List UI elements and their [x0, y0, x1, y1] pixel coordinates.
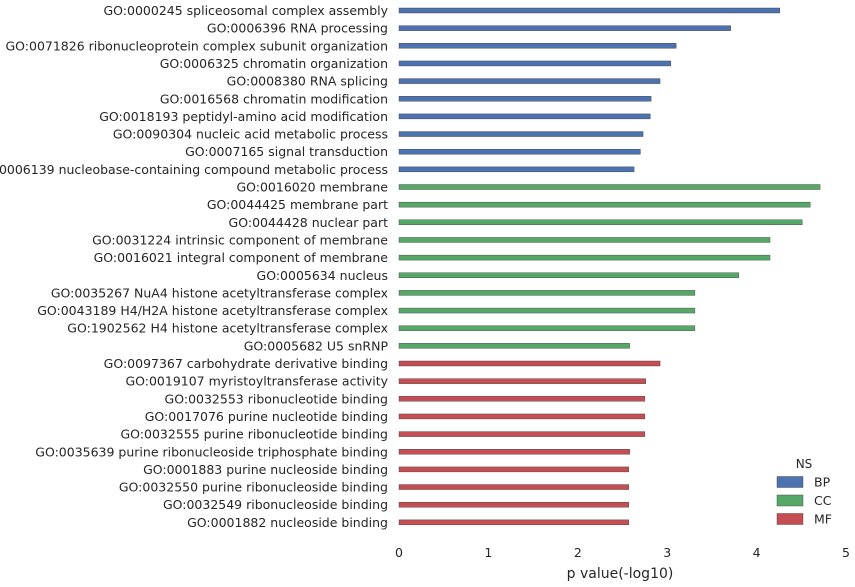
bar-bp — [398, 60, 671, 67]
bar-bp — [398, 78, 661, 84]
bar-bp — [398, 7, 781, 14]
bar-bp — [398, 113, 651, 120]
x-axis-ticks: 0 1 2 3 4 5 — [395, 545, 850, 560]
category-label: GO:0005682 U5 snRNP — [244, 338, 389, 353]
category-label: GO:0001883 purine nucleoside binding — [143, 462, 388, 477]
bar-cc — [398, 307, 696, 314]
category-label: GO:0017076 purine nucleotide binding — [145, 409, 388, 424]
bar-bp — [398, 43, 677, 49]
bar-mf — [398, 413, 646, 420]
category-label: GO:0043189 H4/H2A histone acetyltransfer… — [37, 303, 388, 318]
bar-mf — [398, 466, 629, 473]
x-tick-label: 0 — [395, 545, 403, 560]
category-label: GO:0032553 ribonucleotide binding — [165, 391, 388, 406]
category-label: GO:0035639 purine ribonucleoside triphos… — [35, 444, 388, 459]
legend-swatch-mf — [776, 513, 804, 525]
bar-mf — [398, 502, 629, 508]
x-tick-label: 1 — [484, 545, 492, 560]
bar-bp — [398, 96, 652, 102]
legend-title: NS — [796, 457, 813, 471]
category-label: GO:0016021 integral component of membran… — [94, 250, 389, 265]
bar-cc — [398, 201, 811, 208]
bar-cc — [398, 272, 739, 278]
category-label: GO:0016020 membrane — [236, 180, 388, 195]
x-tick-label: 3 — [663, 545, 671, 560]
legend-swatch-cc — [776, 494, 804, 507]
category-label: GO:0019107 myristoyltransferase activity — [125, 374, 388, 389]
category-label: GO:0071826 ribonucleoprotein complex sub… — [5, 38, 388, 53]
category-label: GO:0006139 nucleobase-containing compoun… — [0, 162, 388, 177]
category-label: GO:0090304 nucleic acid metabolic proces… — [113, 127, 388, 142]
category-label: GO:0008380 RNA splicing — [227, 74, 388, 89]
bars — [398, 7, 821, 526]
bar-mf — [398, 449, 630, 455]
bar-mf — [398, 378, 646, 384]
category-label: GO:0006325 chromatin organization — [160, 56, 388, 71]
category-label: GO:0031224 intrinsic component of membra… — [92, 232, 388, 247]
legend-label: MF — [814, 512, 832, 527]
x-tick-label: 4 — [753, 545, 761, 560]
category-label: GO:0007165 signal transduction — [185, 144, 388, 159]
bar-bp — [398, 166, 635, 173]
category-label: GO:0044428 nuclear part — [229, 215, 389, 230]
bar-cc — [398, 325, 696, 331]
bar-mf — [398, 519, 629, 526]
x-axis-title: p value(-log10) — [567, 566, 674, 582]
bar-cc — [398, 254, 771, 261]
bar-mf — [398, 396, 646, 402]
bar-cc — [398, 237, 771, 243]
x-tick-label: 5 — [842, 545, 850, 560]
legend-items: BP CC MF — [776, 475, 832, 527]
bar-cc — [398, 184, 821, 190]
category-label: GO:0005634 nucleus — [257, 268, 388, 283]
category-label: GO:0032555 purine ribonucleotide binding — [120, 427, 388, 442]
category-label: GO:0032550 purine ribonucleoside binding — [119, 480, 388, 495]
category-label: GO:1902562 H4 histone acetyltransferase … — [67, 321, 388, 336]
category-labels: GO:0000245 spliceosomal complex assembly… — [0, 3, 389, 530]
bar-cc — [398, 219, 803, 226]
x-tick-label: 2 — [574, 545, 582, 560]
legend-label: CC — [814, 493, 832, 508]
bar-bp — [398, 148, 641, 155]
legend-label: BP — [814, 475, 831, 490]
legend-swatch-bp — [776, 476, 804, 488]
bar-mf — [398, 484, 629, 490]
category-label: GO:0032549 ribonucleoside binding — [163, 497, 388, 512]
legend: NS BP CC MF — [776, 457, 832, 527]
category-label: GO:0035267 NuA4 histone acetyltransferas… — [51, 285, 388, 300]
category-label: GO:0016568 chromatin modification — [160, 91, 388, 106]
bar-mf — [398, 360, 661, 367]
bar-bp — [398, 25, 731, 31]
category-label: GO:0044425 membrane part — [207, 197, 388, 212]
bar-bp — [398, 131, 644, 137]
category-label: GO:0006396 RNA processing — [207, 21, 388, 36]
category-label: GO:0000245 spliceosomal complex assembly — [103, 3, 388, 18]
category-label: GO:0001882 nucleoside binding — [187, 515, 388, 530]
category-label: GO:0018193 peptidyl-amino acid modificat… — [99, 109, 388, 124]
bar-mf — [398, 431, 646, 437]
bar-cc — [398, 343, 630, 349]
category-label: GO:0097367 carbohydrate derivative bindi… — [104, 356, 388, 371]
bar-cc — [398, 290, 696, 296]
